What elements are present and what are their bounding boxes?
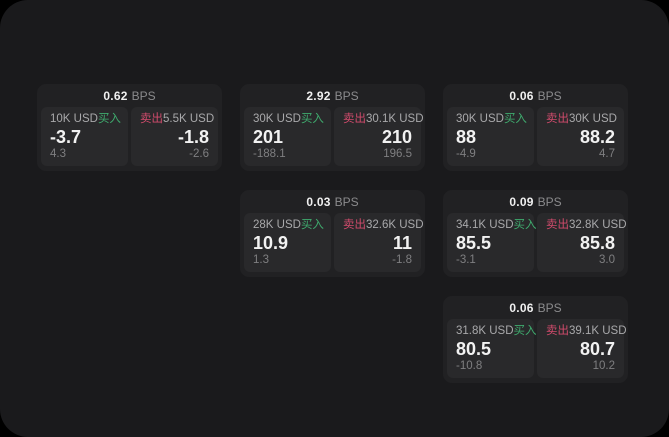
sell-sub-value: -1.8 [392, 253, 412, 266]
sell-price: 85.8 [579, 233, 615, 253]
sell-price: 11 [392, 233, 412, 253]
buy-panel[interactable]: 10K USD 买入 -3.7 4.3 [41, 107, 128, 166]
buy-label[interactable]: 买入 [513, 325, 537, 337]
buy-label[interactable]: 买入 [513, 219, 537, 231]
sell-sub-value: -2.6 [189, 147, 209, 160]
bps-unit-label: BPS [537, 88, 562, 103]
bps-header: 0.06 BPS [443, 84, 628, 107]
sell-amount: 30.1K USD [366, 113, 424, 125]
buy-amount: 30K USD [253, 113, 301, 125]
buy-price: 10.9 [253, 233, 289, 253]
buy-label[interactable]: 买入 [300, 113, 324, 125]
sell-label[interactable]: 卖出 [343, 113, 366, 125]
sell-panel[interactable]: 卖出 5.5K USD -1.8 -2.6 [131, 107, 218, 166]
sell-amount: 39.1K USD [569, 325, 627, 337]
sell-amount: 30K USD [569, 113, 617, 125]
buy-panel[interactable]: 34.1K USD 买入 85.5 -3.1 [447, 213, 537, 272]
buy-label[interactable]: 买入 [503, 113, 527, 125]
bps-value: 0.03 [306, 194, 331, 209]
bps-unit-label: BPS [537, 194, 562, 209]
bps-value: 2.92 [306, 88, 331, 103]
sell-amount: 32.8K USD [569, 219, 627, 231]
bps-value: 0.06 [509, 300, 534, 315]
buy-price: 85.5 [456, 233, 492, 253]
quote-card: 0.06 BPS 31.8K USD 买入 80.5 -10.8 卖出 39.1… [443, 296, 628, 383]
buy-sub-value: -3.1 [456, 253, 476, 266]
bps-value: 0.06 [509, 88, 534, 103]
buy-amount: 28K USD [253, 219, 301, 231]
sell-label[interactable]: 卖出 [343, 219, 366, 231]
buy-panel[interactable]: 28K USD 买入 10.9 1.3 [244, 213, 331, 272]
buy-amount: 31.8K USD [456, 325, 514, 337]
bps-value: 0.09 [509, 194, 534, 209]
quote-card: 2.92 BPS 30K USD 买入 201 -188.1 卖出 30.1K … [240, 84, 425, 171]
sell-panel[interactable]: 卖出 32.6K USD 11 -1.8 [334, 213, 424, 272]
buy-sub-value: 4.3 [50, 147, 66, 160]
buy-label[interactable]: 买入 [300, 219, 324, 231]
bps-unit-label: BPS [334, 88, 359, 103]
sell-price: 88.2 [579, 127, 615, 147]
buy-sub-value: -4.9 [456, 147, 476, 160]
bps-unit-label: BPS [131, 88, 156, 103]
quote-card: 0.06 BPS 30K USD 买入 88 -4.9 卖出 30K USD 8… [443, 84, 628, 171]
bps-header: 0.09 BPS [443, 190, 628, 213]
sell-panel[interactable]: 卖出 39.1K USD 80.7 10.2 [537, 319, 627, 378]
buy-amount: 34.1K USD [456, 219, 514, 231]
sell-panel[interactable]: 卖出 32.8K USD 85.8 3.0 [537, 213, 627, 272]
sell-sub-value: 4.7 [599, 147, 615, 160]
buy-price: -3.7 [50, 127, 82, 147]
buy-sub-value: -10.8 [456, 359, 483, 372]
quote-card: 0.09 BPS 34.1K USD 买入 85.5 -3.1 卖出 32.8K… [443, 190, 628, 277]
buy-price: 201 [253, 127, 284, 147]
buy-amount: 10K USD [50, 113, 98, 125]
sell-panel[interactable]: 卖出 30.1K USD 210 196.5 [334, 107, 424, 166]
buy-panel[interactable]: 30K USD 买入 201 -188.1 [244, 107, 331, 166]
sell-sub-value: 10.2 [592, 359, 615, 372]
sell-sub-value: 196.5 [383, 147, 412, 160]
sell-amount: 5.5K USD [163, 113, 215, 125]
buy-sub-value: 1.3 [253, 253, 269, 266]
sell-label[interactable]: 卖出 [546, 325, 569, 337]
sell-sub-value: 3.0 [599, 253, 615, 266]
bps-header: 0.62 BPS [37, 84, 222, 107]
quote-card: 0.03 BPS 28K USD 买入 10.9 1.3 卖出 32.6K US… [240, 190, 425, 277]
buy-amount: 30K USD [456, 113, 504, 125]
bps-header: 0.06 BPS [443, 296, 628, 319]
sell-amount: 32.6K USD [366, 219, 424, 231]
buy-sub-value: -188.1 [253, 147, 286, 160]
buy-label[interactable]: 买入 [97, 113, 121, 125]
bps-header: 0.03 BPS [240, 190, 425, 213]
buy-panel[interactable]: 30K USD 买入 88 -4.9 [447, 107, 534, 166]
sell-panel[interactable]: 卖出 30K USD 88.2 4.7 [537, 107, 624, 166]
quote-card: 0.62 BPS 10K USD 买入 -3.7 4.3 卖出 5.5K USD… [37, 84, 222, 171]
bps-value: 0.62 [103, 88, 128, 103]
sell-label[interactable]: 卖出 [546, 113, 569, 125]
sell-price: -1.8 [177, 127, 209, 147]
sell-label[interactable]: 卖出 [546, 219, 569, 231]
buy-panel[interactable]: 31.8K USD 买入 80.5 -10.8 [447, 319, 537, 378]
sell-price: 80.7 [579, 339, 615, 359]
bps-unit-label: BPS [537, 300, 562, 315]
bps-unit-label: BPS [334, 194, 359, 209]
sell-label[interactable]: 卖出 [140, 113, 163, 125]
sell-price: 210 [381, 127, 412, 147]
bps-header: 2.92 BPS [240, 84, 425, 107]
buy-price: 80.5 [456, 339, 492, 359]
buy-price: 88 [456, 127, 477, 147]
